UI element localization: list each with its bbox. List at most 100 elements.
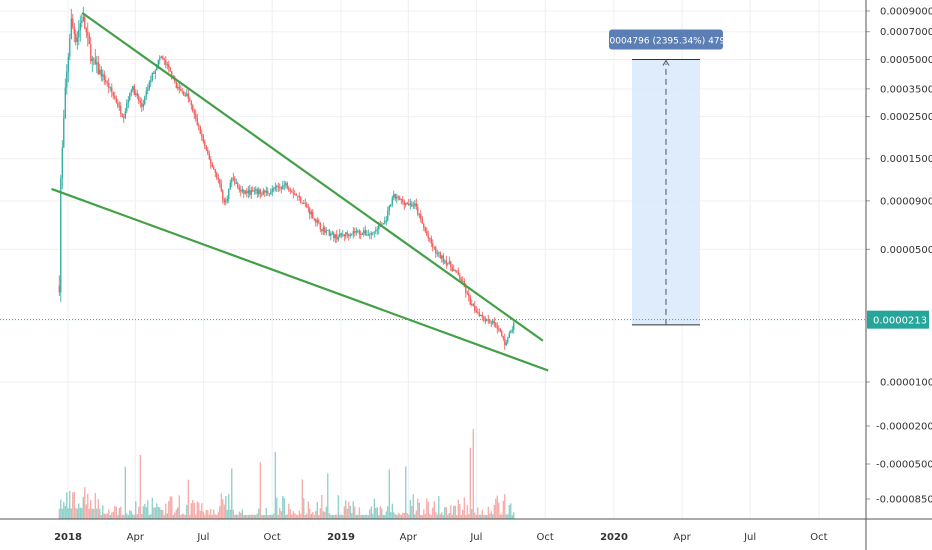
- candle-body: [471, 304, 473, 305]
- candle-body: [436, 252, 438, 254]
- volume-bar: [202, 511, 204, 519]
- candle-body: [121, 113, 123, 118]
- time-tick-label: 2019: [327, 532, 355, 543]
- candle-body: [316, 220, 318, 223]
- candle-body: [498, 328, 500, 330]
- volume-bar: [171, 496, 173, 519]
- volume-bar: [253, 514, 255, 519]
- volume-bar: [364, 514, 366, 519]
- volume-bar: [439, 514, 441, 519]
- volume-bar: [463, 497, 465, 519]
- volume-bar: [301, 479, 303, 519]
- candle-body: [69, 38, 71, 57]
- candle-body: [145, 91, 147, 97]
- candle-body: [462, 281, 464, 282]
- volume-bar: [307, 501, 309, 519]
- candle-body: [327, 230, 329, 231]
- candle-body: [405, 202, 407, 206]
- trendlines[interactable]: [51, 11, 549, 372]
- candle-body: [493, 320, 495, 323]
- candle-body: [235, 183, 237, 184]
- candle-body: [232, 177, 234, 179]
- volume-bar: [94, 492, 96, 519]
- candle-body: [303, 203, 305, 205]
- volume-bar: [313, 514, 315, 519]
- candle-body: [465, 286, 467, 293]
- volume-bar: [91, 508, 93, 519]
- volume-bar: [273, 513, 275, 519]
- volume-bar: [159, 507, 161, 519]
- candle-body: [256, 189, 258, 195]
- candle-body: [484, 318, 486, 321]
- volume-bar: [138, 506, 140, 519]
- volume-bar: [130, 511, 132, 519]
- candle-body: [150, 80, 152, 83]
- candles: [58, 6, 515, 350]
- volume-bar: [484, 514, 486, 519]
- candle-body: [247, 189, 249, 194]
- volume-bar: [304, 514, 306, 519]
- volume-bar: [451, 514, 453, 519]
- candle-body: [511, 329, 513, 332]
- candle-body: [490, 322, 492, 324]
- candle-body: [100, 69, 102, 77]
- volume-bar: [456, 514, 458, 519]
- volume-bar: [375, 507, 377, 519]
- price-tick-label: 0.0000900: [880, 196, 932, 207]
- volume-bar: [429, 513, 431, 519]
- trendline[interactable]: [51, 187, 549, 372]
- candle-body: [255, 189, 257, 191]
- time-tick-label: Jul: [469, 532, 482, 543]
- volume-bar: [442, 515, 444, 519]
- candle-body: [510, 331, 512, 334]
- volume-bar: [366, 514, 368, 519]
- candle-body: [301, 202, 303, 204]
- candle-body: [273, 188, 275, 190]
- volume-bar: [495, 498, 497, 519]
- candle-body: [433, 247, 435, 249]
- price-tick-label: 0.0003500: [880, 84, 932, 95]
- candle-body: [369, 234, 371, 236]
- candle-body: [375, 229, 377, 232]
- volume-bar: [405, 466, 407, 519]
- candle-body: [115, 98, 117, 103]
- volume-bar: [477, 507, 479, 519]
- volume-bar: [478, 514, 480, 519]
- trendline[interactable]: [81, 11, 544, 342]
- volume-bar: [448, 513, 450, 519]
- volume-bar: [153, 507, 155, 519]
- volume-bar: [120, 506, 122, 519]
- candle-body: [234, 178, 236, 184]
- candle-body: [120, 105, 122, 114]
- volume-bar: [391, 503, 393, 519]
- measure-tool[interactable]: 0.0004796 (2395.34%) 4796: [601, 29, 731, 326]
- volume-bar: [106, 513, 108, 519]
- volume-bar: [93, 509, 95, 519]
- volume-bar: [84, 487, 86, 519]
- candle-body: [387, 210, 389, 221]
- volume-bar: [264, 514, 266, 519]
- candle-body: [117, 102, 119, 107]
- candle-body: [219, 179, 221, 185]
- volume-bar: [435, 512, 437, 519]
- candle-body: [258, 189, 260, 195]
- candle-body: [450, 261, 452, 267]
- volume-bar: [247, 514, 249, 519]
- candle-body: [249, 189, 251, 195]
- candle-body: [361, 233, 363, 235]
- candle-body: [198, 124, 200, 127]
- volume-bar: [252, 514, 254, 519]
- candle-body: [502, 336, 504, 339]
- candle-body: [370, 232, 372, 235]
- candle-body: [435, 247, 437, 254]
- candle-body: [159, 58, 161, 61]
- volume-bar: [72, 492, 74, 519]
- volume-bar: [406, 513, 408, 519]
- candle-body: [496, 326, 498, 329]
- volume-bar: [445, 507, 447, 519]
- candle-body: [192, 105, 194, 112]
- candle-body: [418, 214, 420, 215]
- candle-body: [403, 201, 405, 206]
- candle-body: [411, 203, 413, 207]
